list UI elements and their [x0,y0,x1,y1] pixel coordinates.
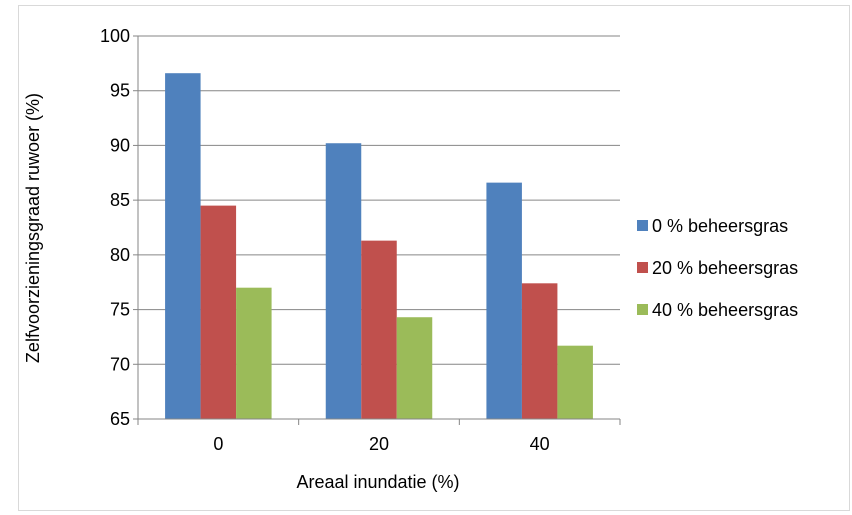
legend: 0 % beheersgras 20 % beheersgras 40 % behe… [637,216,798,320]
bar [396,317,433,419]
bar [361,240,397,419]
y-tick-label: 80 [110,245,130,265]
x-tick-labels: 0 20 40 [213,434,549,454]
bars [165,73,593,420]
bar [325,143,362,420]
x-axis-title: Areaal inundatie (%) [296,472,459,492]
y-tick-label: 85 [110,190,130,210]
y-axis-title: Zelfvoorzieningsgraad ruwoer (%) [23,93,43,363]
y-tick-label: 65 [110,409,130,429]
x-tick-label: 20 [369,434,389,454]
y-tick-label: 100 [100,26,130,46]
y-tick-labels: 65 70 75 80 85 90 95 100 [100,26,130,429]
legend-swatch [637,262,648,273]
x-tick-label: 40 [530,434,550,454]
axes [133,35,621,425]
y-tick-label: 70 [110,354,130,374]
bar [486,182,522,419]
y-tick-label: 75 [110,300,130,320]
legend-label: 40 % beheersgras [652,300,798,320]
legend-swatch [637,220,648,231]
legend-label: 20 % beheersgras [652,258,798,278]
y-tick-label: 95 [110,81,130,101]
bar [200,205,237,419]
chart-frame [18,5,850,511]
bar [521,283,558,419]
y-tick-label: 90 [110,135,130,155]
bar [165,73,201,419]
bar [236,287,272,419]
bar [557,345,593,419]
x-tick-label: 0 [213,434,223,454]
legend-swatch [637,304,648,315]
legend-label: 0 % beheersgras [652,216,788,236]
